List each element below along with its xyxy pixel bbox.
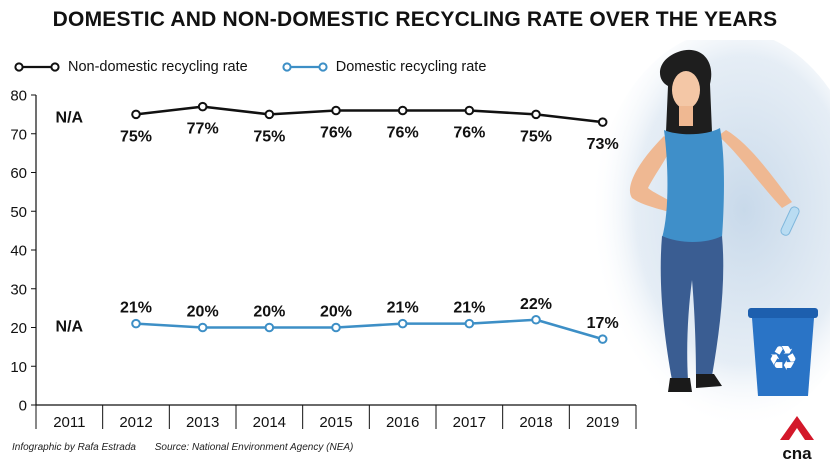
infographic-credit: Infographic by Rafa Estrada [12, 442, 136, 453]
data-point [264, 109, 275, 120]
data-label: 76% [453, 125, 485, 142]
data-label: 21% [387, 300, 419, 317]
right-arm [718, 130, 792, 208]
data-label: 75% [520, 128, 552, 145]
x-tick-label: 2019 [586, 414, 619, 431]
data-point [331, 322, 341, 333]
x-tick-label: 2016 [386, 414, 419, 431]
legend-line-domestic-icon [282, 62, 328, 72]
legend-label-non-domestic: Non-domestic recycling rate [68, 59, 248, 75]
data-point [197, 322, 208, 333]
y-tick-label: 80 [10, 88, 27, 105]
data-label: 76% [320, 125, 352, 142]
woman-with-recycling-bin-illustration: ♻ [590, 40, 830, 420]
logo-text: cna [782, 444, 812, 462]
data-label: 22% [520, 296, 552, 313]
y-tick-label: 50 [10, 204, 27, 221]
neck [679, 106, 693, 126]
y-tick-label: 20 [10, 320, 27, 337]
y-tick-label: 30 [10, 281, 27, 298]
series-line [135, 105, 603, 124]
x-tick-label: 2013 [186, 414, 219, 431]
recycle-icon: ♻ [768, 339, 798, 379]
legend-line-non-domestic-icon [14, 62, 60, 72]
cna-logo: cna [780, 416, 814, 462]
y-tick-label: 10 [10, 359, 27, 376]
y-tick-label: 0 [19, 398, 27, 415]
data-point [464, 105, 475, 116]
data-point [464, 318, 475, 329]
legend-item-domestic: Domestic recycling rate [282, 59, 487, 75]
data-point [131, 318, 141, 329]
x-tick-label: 2018 [519, 414, 552, 431]
jeans [660, 236, 724, 380]
recycling-bin: ♻ [748, 308, 818, 396]
logo-mark-icon [780, 416, 814, 440]
data-label: 75% [120, 128, 152, 145]
data-point [131, 109, 141, 120]
legend-item-non-domestic: Non-domestic recycling rate [14, 59, 248, 75]
y-tick-label: 40 [10, 243, 27, 260]
data-point [197, 101, 208, 112]
data-label: 77% [187, 121, 219, 138]
x-tick-label: 2014 [253, 414, 286, 431]
data-label: 75% [253, 128, 285, 145]
y-tick-label: 70 [10, 126, 27, 143]
data-point [331, 105, 341, 116]
data-point [397, 105, 408, 116]
chart-title: DOMESTIC AND NON-DOMESTIC RECYCLING RATE… [52, 8, 778, 31]
data-point [264, 322, 275, 333]
data-point [597, 334, 608, 344]
data-label: 20% [320, 304, 352, 321]
legend-label-domestic: Domestic recycling rate [335, 59, 487, 75]
legend: Non-domestic recycling rate Domestic rec… [14, 56, 520, 78]
x-tick-label: 2017 [453, 414, 486, 431]
data-label: 73% [587, 136, 619, 153]
x-tick-label: 2015 [319, 414, 352, 431]
data-label: 20% [253, 304, 285, 321]
data-label: 21% [453, 300, 485, 317]
face [672, 71, 700, 109]
data-point [397, 318, 408, 329]
data-label: 20% [187, 304, 219, 321]
data-label: 76% [387, 125, 419, 142]
y-tick-label: 60 [10, 165, 27, 182]
footer: Infographic by Rafa Estrada Source: Nati… [12, 442, 369, 453]
data-label: 21% [120, 300, 152, 317]
x-tick-label: 2011 [53, 414, 85, 431]
data-label: 17% [587, 315, 619, 332]
series-line [135, 318, 604, 341]
plastic-bottle [780, 206, 800, 236]
x-tick-label: 2012 [119, 414, 152, 431]
tank-top [662, 128, 724, 244]
data-label: N/A [56, 109, 84, 126]
left-arm [629, 136, 682, 216]
shoes [668, 374, 722, 392]
data-point [597, 117, 608, 127]
data-point [531, 109, 541, 120]
data-point [531, 314, 541, 325]
data-label: N/A [56, 319, 84, 336]
source-note: Source: National Environment Agency (NEA… [154, 442, 354, 453]
